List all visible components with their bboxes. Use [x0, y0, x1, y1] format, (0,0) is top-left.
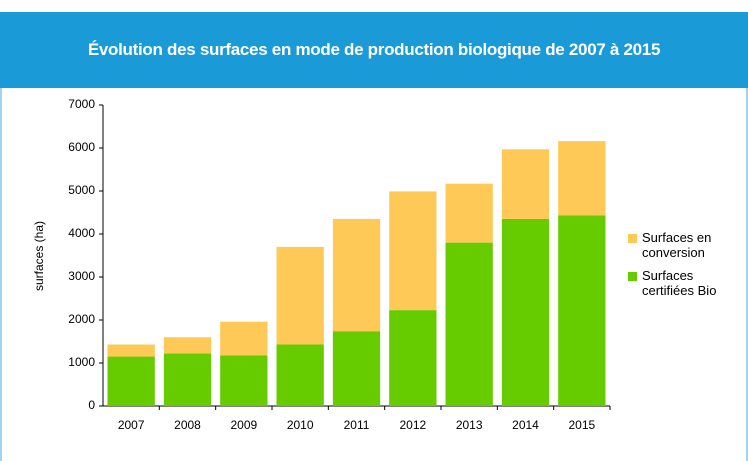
y-tick-label: 3000	[68, 269, 95, 283]
legend-item: Surfaces en conversion	[628, 230, 738, 260]
bar-segment	[332, 331, 381, 406]
bar-segment	[107, 356, 155, 406]
legend-label: Surfaces en conversion	[642, 230, 712, 260]
bar-segment	[558, 215, 606, 406]
bar-segment	[501, 149, 550, 219]
y-tick-label: 5000	[68, 183, 95, 197]
y-tick-label: 0	[88, 398, 95, 412]
bar-segment	[558, 141, 606, 216]
chart-frame	[0, 88, 748, 461]
bar-segment	[276, 246, 324, 345]
bar-segment	[389, 191, 437, 311]
bar-segment	[220, 355, 268, 406]
y-tick-label: 4000	[68, 226, 95, 240]
x-tick-label: 2007	[118, 418, 145, 432]
legend-label: Surfaces certifiées Bio	[642, 268, 717, 298]
x-tick-label: 2010	[287, 418, 314, 432]
x-tick-label: 2009	[230, 418, 257, 432]
chart-title: Évolution des surfaces en mode de produc…	[0, 12, 748, 88]
y-tick-label: 6000	[68, 140, 95, 154]
bar-segment	[107, 344, 155, 357]
legend-swatch	[628, 234, 637, 243]
bar-segment	[445, 183, 493, 243]
y-tick-label: 1000	[68, 355, 95, 369]
bar-segment	[276, 344, 324, 406]
bar-segment	[445, 242, 493, 406]
legend-swatch	[628, 272, 637, 281]
bar-segment	[163, 337, 212, 354]
x-tick-label: 2013	[456, 418, 483, 432]
y-tick-label: 7000	[68, 97, 95, 111]
bar-segment	[389, 310, 437, 406]
x-tick-label: 2015	[568, 418, 595, 432]
x-tick-label: 2008	[174, 418, 201, 432]
y-tick-label: 2000	[68, 312, 95, 326]
x-tick-label: 2012	[399, 418, 426, 432]
bar-segment	[220, 321, 268, 356]
bar-segment	[501, 218, 550, 406]
x-tick-label: 2011	[344, 418, 370, 432]
x-tick-label: 2014	[512, 418, 539, 432]
bar-segment	[332, 218, 381, 332]
y-axis-label: surfaces (ha)	[32, 221, 46, 291]
legend: Surfaces en conversion Surfaces certifiée…	[628, 230, 738, 306]
legend-item: Surfaces certifiées Bio	[628, 268, 738, 298]
bar-segment	[163, 353, 212, 406]
